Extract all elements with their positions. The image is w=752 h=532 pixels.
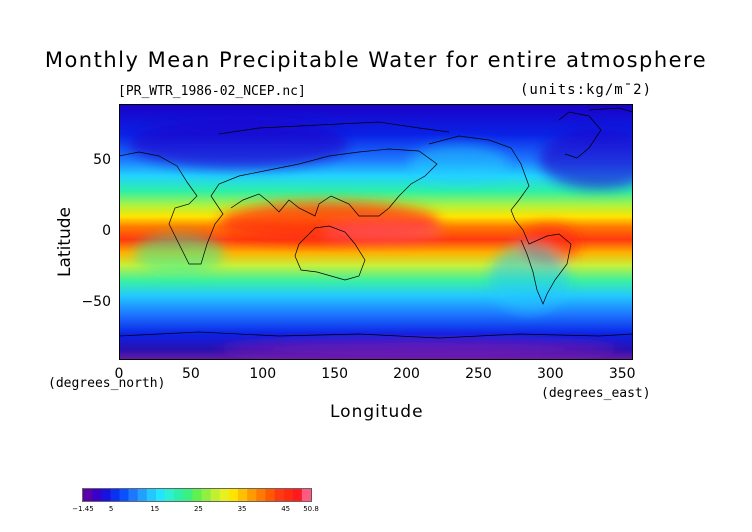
colorbar-swatch (210, 489, 221, 501)
x-tick-label: 100 (249, 366, 277, 382)
x-unit-note: (degrees_east) (541, 386, 651, 401)
colorbar (82, 488, 312, 502)
precipitable-water-map (119, 104, 633, 360)
x-tick-label: 150 (321, 366, 349, 382)
colorbar-swatch (247, 489, 257, 501)
colorbar-swatch (155, 489, 166, 501)
x-axis-label: Longitude (330, 402, 424, 422)
colorbar-swatch (274, 489, 284, 501)
colorbar-swatch (110, 489, 120, 501)
x-tick-label: 50 (181, 366, 200, 382)
colorbar-tick-label: −1.45 (72, 505, 94, 513)
y-tick-label: −50 (81, 294, 111, 311)
colorbar-swatch (119, 489, 129, 501)
colorbar-tick-label: 5 (108, 505, 114, 513)
colorbar-swatch (238, 489, 248, 501)
colorbar-swatch (174, 489, 184, 501)
colorbar-tick-label: 15 (150, 505, 160, 513)
colorbar-swatch (219, 489, 230, 501)
x-tick-label: 200 (393, 366, 420, 382)
x-tick-label: 250 (465, 366, 492, 382)
coastlines (119, 107, 633, 339)
colorbar-swatch (228, 489, 239, 501)
units-label: (units:kg/m¯2) (520, 82, 653, 98)
anomaly-blobs (129, 119, 633, 359)
colorbar-swatch (256, 489, 266, 501)
file-label: [PR_WTR_1986-02_NCEP.nc] (118, 84, 306, 99)
colorbar-tick-label: 25 (193, 505, 203, 513)
colorbar-swatch (283, 489, 294, 501)
y-unit-note: (degrees_north) (48, 376, 166, 391)
colorbar-swatch (146, 489, 157, 501)
colorbar-tick-label: 45 (281, 505, 291, 513)
y-tick-label: 0 (102, 223, 111, 239)
colorbar-swatch (137, 489, 148, 501)
colorbar-swatch (92, 489, 102, 501)
colorbar-swatch (192, 489, 202, 501)
x-tick-label: 300 (536, 366, 564, 382)
x-tick-label: 0 (114, 366, 124, 382)
colorbar-swatch (165, 489, 175, 501)
y-tick-label: 50 (93, 151, 111, 168)
colorbar-swatch (128, 489, 139, 501)
colorbar-swatch (183, 489, 193, 501)
map-title: Monthly Mean Precipitable Water for enti… (44, 48, 708, 72)
colorbar-swatch (301, 489, 312, 501)
colorbar-swatch (83, 489, 93, 501)
x-tick-label: 350 (608, 366, 636, 382)
colorbar-swatch (265, 489, 275, 501)
y-axis-label: Latitude (54, 207, 75, 277)
colorbar-swatch (201, 489, 211, 501)
colorbar-swatch (101, 489, 111, 501)
colorbar-frame (82, 488, 312, 502)
colorbar-tick-label: 35 (237, 505, 247, 513)
colorbar-tick-label: 50.8 (303, 505, 319, 513)
colorbar-swatch (292, 489, 303, 501)
map-frame (119, 104, 633, 360)
